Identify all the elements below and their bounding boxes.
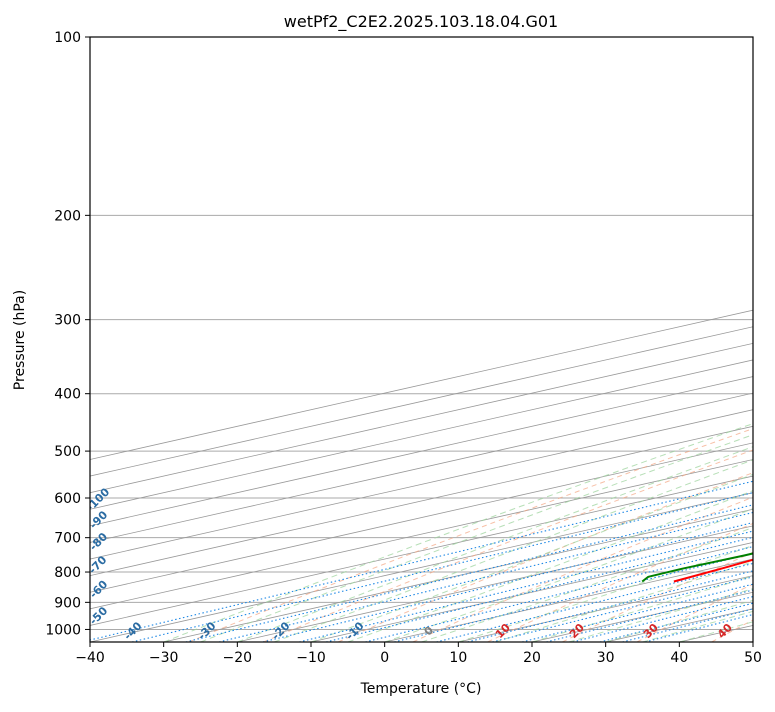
x-tick-label: 50	[744, 650, 762, 666]
y-tick-label: 100	[54, 30, 81, 46]
y-tick-label: 600	[54, 491, 81, 507]
x-tick-label: 30	[597, 650, 615, 666]
x-tick-label: 20	[523, 650, 541, 666]
x-axis-label: Temperature (°C)	[360, 681, 482, 697]
y-tick-label: 700	[54, 531, 81, 547]
y-tick-label: 800	[54, 565, 81, 581]
y-tick-label: 400	[54, 387, 81, 403]
x-tick-label: −10	[296, 650, 326, 666]
x-tick-label: 40	[670, 650, 688, 666]
y-tick-label: 1000	[45, 622, 81, 638]
x-tick-label: −30	[149, 650, 179, 666]
chart-title: wetPf2_C2E2.2025.103.18.04.G01	[284, 12, 558, 32]
x-tick-label: −40	[75, 650, 105, 666]
y-tick-label: 500	[54, 444, 81, 460]
y-tick-label: 900	[54, 595, 81, 611]
y-tick-label: 300	[54, 313, 81, 329]
y-axis-label: Pressure (hPa)	[12, 290, 28, 390]
x-tick-label: −20	[223, 650, 253, 666]
x-tick-label: 10	[449, 650, 467, 666]
x-tick-label: 0	[380, 650, 389, 666]
y-tick-label: 200	[54, 208, 81, 224]
